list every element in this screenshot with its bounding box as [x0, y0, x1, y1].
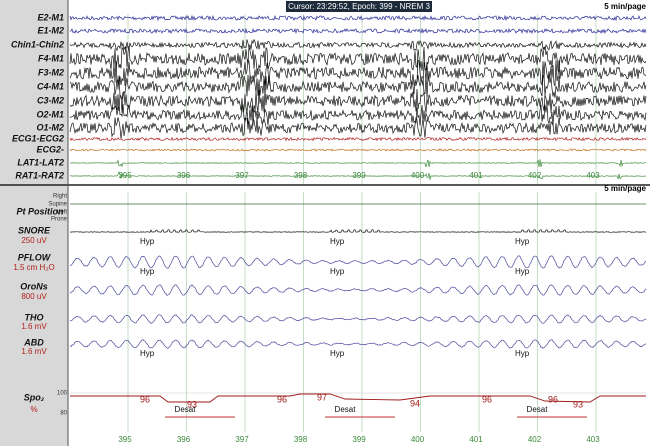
event-label: Hyp [330, 267, 345, 276]
cursor-box [286, 1, 432, 12]
eeg-trace [69, 27, 647, 35]
epoch-label: 395 [118, 435, 132, 444]
epoch-label: 402 [528, 171, 542, 180]
epoch-label: 397 [235, 435, 249, 444]
resp-trace [69, 284, 647, 296]
epoch-label: 396 [177, 171, 191, 180]
epoch-label: 395 [118, 171, 132, 180]
trace-area [68, 0, 650, 446]
eeg-trace [69, 14, 647, 22]
position-label: Left [57, 210, 67, 216]
channel-label: RAT1-RAT2 [15, 170, 64, 180]
channel-label: C3-M2 [37, 95, 64, 105]
channel-label: F3-M2 [38, 67, 64, 77]
channel-label: OroNs [20, 281, 48, 291]
epoch-label: 399 [352, 435, 366, 444]
eeg-trace [69, 171, 647, 180]
epoch-label: 397 [235, 171, 249, 180]
resp-trace [69, 339, 647, 349]
channel-unit: 1.6 mV [21, 322, 47, 331]
spo2-value: 96 [277, 394, 287, 404]
eeg-trace [69, 88, 647, 114]
channel-label: ECG1-ECG2 [12, 133, 64, 143]
channel-unit: 800 uV [21, 292, 47, 301]
position-label: Supine [48, 202, 67, 208]
eeg-trace [69, 117, 647, 139]
spo2-value: 96 [482, 394, 492, 404]
spo2-value: 96 [140, 394, 150, 404]
epoch-label: 403 [586, 435, 600, 444]
spo2-value: 94 [410, 398, 420, 408]
channel-unit: % [30, 405, 37, 414]
channel-label: ABD [23, 337, 44, 347]
channel-label: Chin1-Chin2 [11, 39, 64, 49]
channel-label: ECG2- [36, 144, 64, 154]
event-label: Hyp [140, 267, 155, 276]
eeg-trace [69, 104, 647, 126]
channel-unit: 1.6 mV [21, 347, 47, 356]
channel-label: SNORE [18, 225, 51, 235]
channel-label: THO [25, 312, 44, 322]
resp-trace [69, 255, 647, 269]
position-label: Right [53, 194, 67, 200]
desat-label: Desat [335, 405, 357, 414]
eeg-trace [69, 148, 647, 152]
epoch-label: 398 [294, 435, 308, 444]
channel-label: Spo₂ [24, 392, 45, 402]
channel-label: E2-M1 [37, 12, 64, 22]
spo2-trace [70, 393, 646, 403]
channel-label: O1-M2 [36, 122, 64, 132]
epoch-label: 401 [469, 435, 483, 444]
scale-label: 5 min/page [604, 2, 646, 11]
epoch-label: 400 [411, 171, 425, 180]
channel-label: C4-M1 [37, 81, 64, 91]
channel-label: PFLOW [18, 252, 52, 262]
eeg-trace [69, 45, 647, 73]
spo2-value: 97 [317, 392, 327, 402]
epoch-label: 396 [177, 435, 191, 444]
channel-label: F4-M1 [38, 53, 64, 63]
epoch-label: 402 [528, 435, 542, 444]
event-label: Hyp [330, 237, 345, 246]
desat-label: Desat [175, 405, 197, 414]
event-label: Hyp [330, 349, 345, 358]
channel-label: LAT1-LAT2 [17, 157, 64, 167]
event-label: Hyp [515, 237, 530, 246]
channel-unit: 250 uV [21, 236, 47, 245]
label-column [0, 0, 68, 446]
desat-label: Desat [527, 405, 549, 414]
epoch-label: 398 [294, 171, 308, 180]
cursor-info: Cursor: 23:29:52, Epoch: 399 - NREM 3 [288, 2, 430, 11]
eeg-trace [69, 59, 647, 87]
spo2-value: 93 [187, 399, 197, 409]
spo2-value: 93 [573, 399, 583, 409]
epoch-label: 399 [352, 171, 366, 180]
epoch-label: 403 [586, 171, 600, 180]
eeg-trace [69, 38, 647, 52]
snore-trace [69, 229, 647, 233]
channel-label: Pt Position [17, 206, 65, 216]
spo2-scale: 100 [57, 391, 68, 397]
epoch-label: 401 [469, 171, 483, 180]
spo2-scale: 80 [60, 411, 67, 417]
spo2-value: 96 [548, 394, 558, 404]
channel-label: E1-M2 [37, 25, 64, 35]
event-label: Hyp [515, 349, 530, 358]
resp-trace [69, 314, 647, 324]
channel-label: O2-M1 [36, 109, 64, 119]
scale-label: 5 min/page [604, 184, 646, 193]
eeg-trace [69, 74, 647, 100]
position-label: Prone [51, 217, 68, 223]
event-label: Hyp [515, 267, 530, 276]
epoch-label: 400 [411, 435, 425, 444]
event-label: Hyp [140, 237, 155, 246]
eeg-trace [69, 159, 647, 168]
channel-unit: 1.5 cm H₂O [13, 263, 54, 272]
event-label: Hyp [140, 349, 155, 358]
eeg-trace [69, 136, 647, 142]
